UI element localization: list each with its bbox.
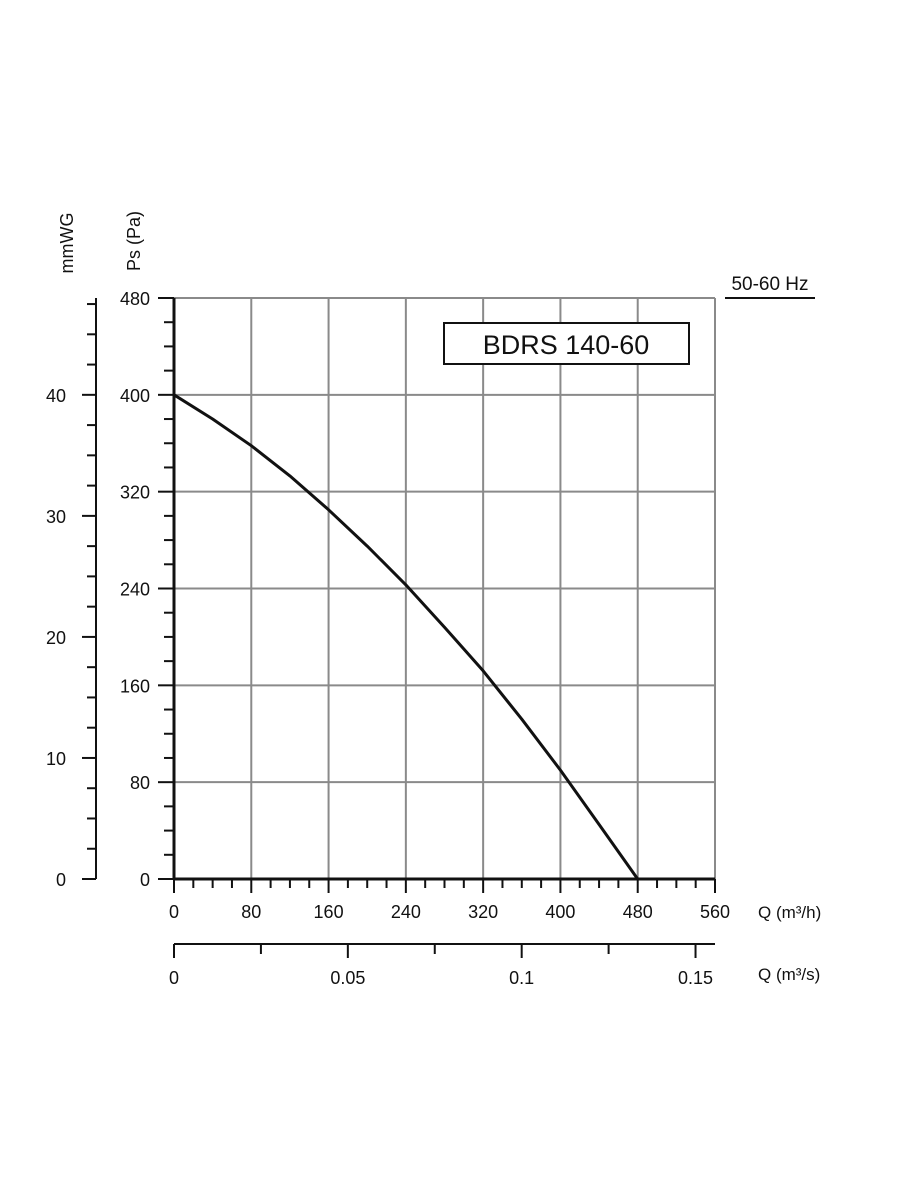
x-tick-label-m3h: 560 (700, 902, 730, 922)
x-tick-label-m3h: 480 (623, 902, 653, 922)
y-tick-label-pa: 240 (120, 580, 150, 600)
chart-grid (174, 297, 716, 879)
curve-data-point (366, 544, 369, 548)
y-tick-label-pa: 80 (130, 773, 150, 793)
y-tick-label-mmwg: 30 (46, 507, 66, 527)
y-tick-label-mmwg: 10 (46, 749, 66, 769)
x-tick-label-m3h: 160 (314, 902, 344, 922)
y-tick-label-pa: 400 (120, 386, 150, 406)
frequency-label: 50-60 Hz (731, 274, 808, 295)
y-tick-label-pa: 160 (120, 676, 150, 696)
curve-data-point (636, 877, 639, 881)
x-tick-label-m3h: 240 (391, 902, 421, 922)
y-axis-label-mmwg: mmWG (57, 213, 77, 274)
curve-data-point (288, 474, 292, 478)
x-tick-label-m3h: 0 (169, 902, 179, 922)
curve-data-point (559, 768, 562, 772)
curve-data-point (404, 583, 408, 587)
y-tick-label-mmwg: 20 (46, 628, 66, 648)
y-axis-label-pa: Ps (Pa) (124, 211, 144, 271)
x-tick-label-m3h: 320 (468, 902, 498, 922)
y-tick-label-mmwg: 40 (46, 386, 66, 406)
x-tick-label-m3s: 0 (169, 968, 179, 988)
y-tick-label-mmwg: 0 (56, 870, 66, 890)
curve-data-point (172, 393, 176, 397)
x-tick-label-m3s: 0.05 (330, 968, 365, 988)
curve-data-point (597, 823, 601, 826)
frequency-label-group: 50-60 Hz (725, 274, 815, 299)
x-tick-label-m3h: 400 (545, 902, 575, 922)
y-tick-label-pa: 480 (120, 289, 150, 309)
curve-data-point (481, 669, 485, 673)
curve-data-point (443, 626, 446, 629)
model-label-frame (443, 322, 690, 365)
curve-data-point (520, 718, 523, 721)
curve-data-point (250, 444, 253, 447)
y-tick-label-pa: 320 (120, 483, 150, 503)
x-tick-label-m3s: 0.15 (678, 968, 713, 988)
x-tick-label-m3h: 80 (241, 902, 261, 922)
curve-data-point (327, 508, 330, 512)
y-tick-label-pa: 0 (140, 870, 150, 890)
x-axis-label-m3s: Q (m³/s) (758, 965, 820, 984)
x-axis-label-m3h: Q (m³/h) (758, 903, 821, 922)
chart-series (172, 393, 639, 881)
model-label-box: BDRS 140-60 (443, 322, 690, 365)
x-tick-label-m3s: 0.1 (509, 968, 534, 988)
curve-data-point (211, 417, 214, 421)
model-label: BDRS 140-60 (483, 330, 650, 360)
